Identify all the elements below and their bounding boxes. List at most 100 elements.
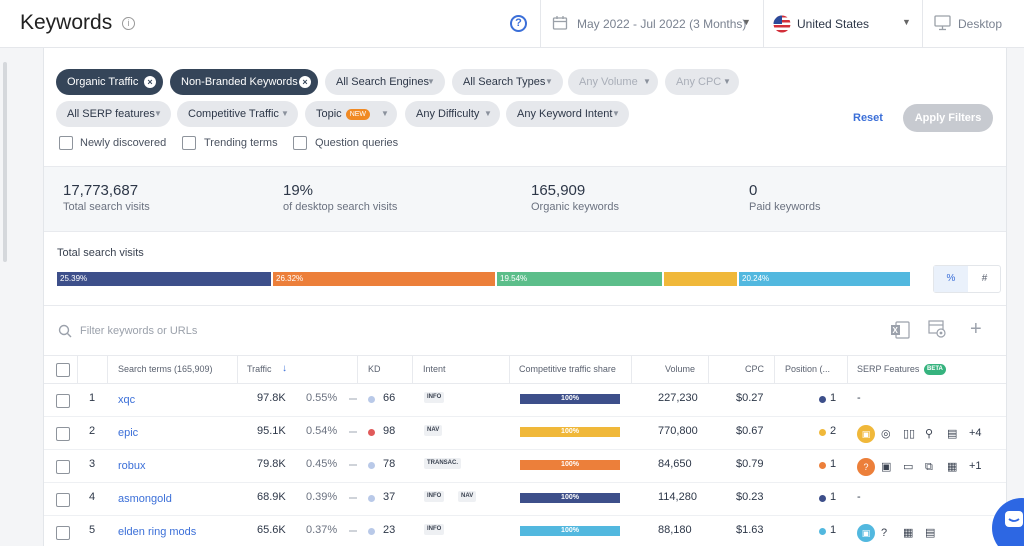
intent-tag: TRANSAC. [424, 458, 461, 469]
chip-topic[interactable]: Topic NEW ▼ [305, 101, 397, 127]
beta-badge: BETA [924, 364, 946, 375]
kd-value: 78 [383, 458, 396, 470]
position-value: 1 [830, 458, 837, 470]
col-serp-features[interactable]: SERP Features [857, 364, 920, 374]
chip-difficulty[interactable]: Any Difficulty ▼ [405, 101, 500, 127]
position-dot [819, 396, 826, 403]
kd-value: 23 [383, 524, 396, 536]
news-icon[interactable]: ▤ [947, 428, 958, 440]
chevron-down-icon: ▼ [381, 109, 389, 118]
country-selector[interactable]: United States [797, 17, 870, 31]
intent-tag: NAV [458, 491, 477, 502]
percent-toggle[interactable]: % [934, 266, 968, 292]
competitive-share-bar: 100% [520, 394, 620, 404]
position-value: 1 [830, 392, 837, 404]
faq-icon[interactable]: ? [881, 527, 888, 539]
table-row[interactable] [44, 417, 1006, 450]
chip-search-engines[interactable]: All Search Engines ▼ [325, 69, 445, 95]
filter-keywords-input[interactable]: Filter keywords or URLs [80, 325, 198, 337]
close-icon[interactable]: × [299, 76, 311, 88]
table-header [44, 355, 1006, 384]
add-column-icon[interactable]: + [970, 318, 982, 340]
apply-filters-button[interactable]: Apply Filters [903, 104, 993, 132]
trending-terms-checkbox[interactable] [182, 136, 196, 150]
chip-volume[interactable]: Any Volume ▼ [568, 69, 658, 95]
newly-discovered-checkbox[interactable] [59, 136, 73, 150]
row-checkbox[interactable] [56, 427, 70, 441]
position-dot [819, 462, 826, 469]
volume-value: 88,180 [658, 524, 692, 536]
image-icon[interactable]: ▣ [881, 461, 892, 473]
row-checkbox[interactable] [56, 460, 70, 474]
keyword-link[interactable]: asmongold [118, 493, 172, 505]
knowledge-panel-icon[interactable]: ▯▯ [903, 428, 916, 440]
left-scrollbar[interactable] [3, 62, 7, 262]
stats-strip [44, 166, 1006, 232]
col-traffic[interactable]: Traffic [247, 364, 272, 374]
table-settings-icon[interactable] [928, 320, 948, 340]
keyword-link[interactable]: robux [118, 460, 146, 472]
reset-button[interactable]: Reset [853, 112, 883, 124]
help-icon[interactable]: ? [510, 15, 527, 32]
chip-non-branded[interactable]: Non-Branded Keywords × [170, 69, 318, 95]
col-position[interactable]: Position (... [785, 364, 831, 374]
serp-more-count[interactable]: +4 [969, 427, 982, 439]
target-icon[interactable]: ◎ [881, 428, 891, 440]
stat-label: Paid keywords [749, 201, 821, 213]
col-competitive-share[interactable]: Competitive traffic share [519, 364, 616, 374]
trend-sparkline [349, 431, 357, 433]
traffic-value: 79.8K [257, 458, 286, 470]
device-selector[interactable]: Desktop [958, 17, 1003, 31]
reviews-icon[interactable]: ▦ [947, 461, 958, 473]
chip-competitive-traffic[interactable]: Competitive Traffic ▼ [177, 101, 298, 127]
top-stories-icon[interactable]: ▤ [925, 527, 936, 539]
row-checkbox[interactable] [56, 394, 70, 408]
serp-more-count[interactable]: +1 [969, 460, 982, 472]
row-checkbox[interactable] [56, 526, 70, 540]
sort-down-icon[interactable]: ↓ [282, 363, 287, 374]
table-row[interactable] [44, 384, 1006, 417]
keyword-link[interactable]: elden ring mods [118, 526, 197, 538]
chip-search-types[interactable]: All Search Types ▼ [452, 69, 563, 95]
stat-label: Total search visits [63, 201, 150, 213]
row-checkbox[interactable] [56, 493, 70, 507]
keyword-link[interactable]: epic [118, 427, 139, 439]
chip-keyword-intent[interactable]: Any Keyword Intent ▼ [506, 101, 629, 127]
chevron-down-icon: ▼ [612, 109, 620, 118]
people-also-ask-icon[interactable]: ? [857, 458, 875, 476]
select-all-checkbox[interactable] [56, 363, 70, 377]
col-kd[interactable]: KD [368, 364, 381, 374]
video-carousel-icon[interactable]: ▭ [903, 461, 914, 473]
local-pack-icon[interactable]: ⚲ [925, 428, 934, 440]
traffic-percent: 0.37% [306, 524, 338, 536]
traffic-value: 95.1K [257, 425, 286, 437]
info-icon[interactable]: i [122, 17, 135, 30]
excel-export-icon[interactable]: X [890, 321, 910, 339]
chip-cpc[interactable]: Any CPC ▼ [665, 69, 739, 95]
traffic-percent: 0.55% [306, 392, 338, 404]
kd-dot [368, 429, 375, 436]
chip-organic-traffic[interactable]: Organic Traffic × [56, 69, 163, 95]
traffic-value: 65.6K [257, 524, 286, 536]
col-volume[interactable]: Volume [665, 364, 696, 374]
image-pack-icon[interactable]: ▣ [857, 524, 875, 542]
date-range-picker[interactable]: May 2022 - Jul 2022 (3 Months) [577, 17, 747, 31]
column-separator [847, 356, 848, 384]
cpc-value: $0.79 [736, 458, 764, 470]
reviews-icon[interactable]: ▦ [903, 527, 914, 539]
related-searches-icon[interactable]: ⧉ [925, 461, 933, 473]
col-search-terms[interactable]: Search terms (165,909) [118, 364, 213, 374]
number-toggle[interactable]: # [981, 273, 988, 284]
desktop-icon [934, 15, 951, 31]
col-cpc[interactable]: CPC [745, 364, 765, 374]
question-queries-checkbox[interactable] [293, 136, 307, 150]
chip-serp-features[interactable]: All SERP features ▼ [56, 101, 171, 127]
table-row[interactable] [44, 450, 1006, 483]
close-icon[interactable]: × [144, 76, 156, 88]
stat-value: 165,909 [531, 182, 586, 199]
table-row[interactable] [44, 483, 1006, 516]
position-dot [819, 429, 826, 436]
keyword-link[interactable]: xqc [118, 394, 136, 406]
col-intent[interactable]: Intent [423, 364, 446, 374]
image-pack-icon[interactable]: ▣ [857, 425, 875, 443]
